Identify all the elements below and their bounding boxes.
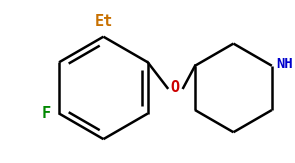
Text: NH: NH xyxy=(276,57,293,71)
Text: Et: Et xyxy=(94,14,113,29)
Text: O: O xyxy=(171,80,180,95)
Text: F: F xyxy=(42,106,51,121)
